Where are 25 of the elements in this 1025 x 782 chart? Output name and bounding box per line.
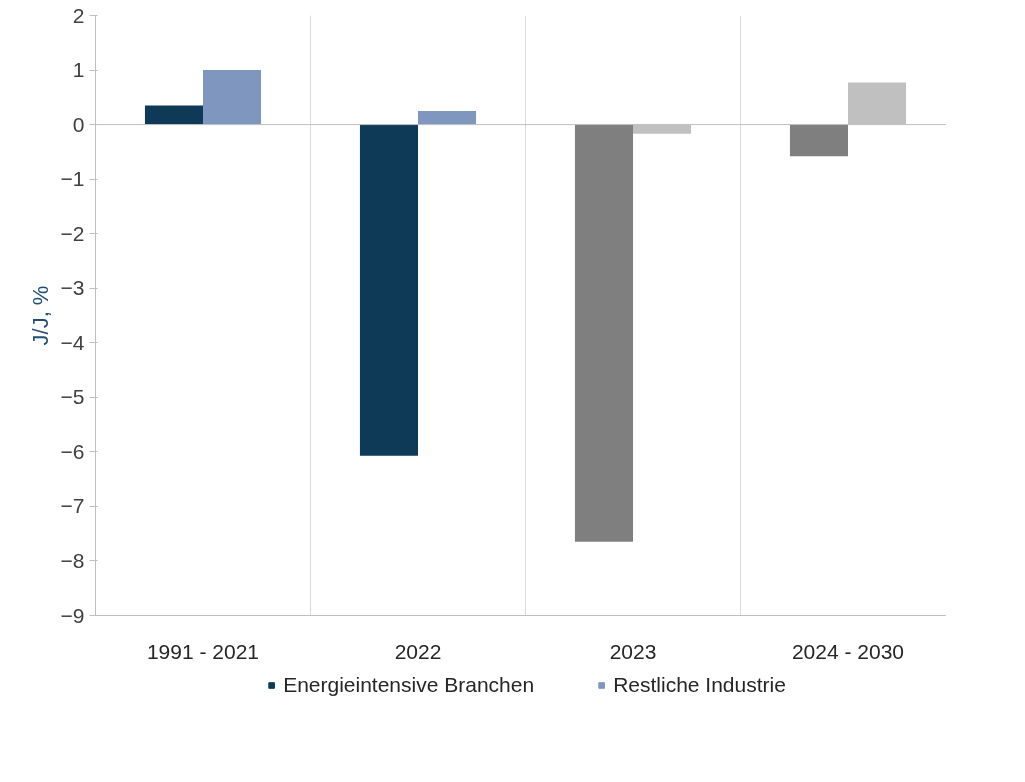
bar xyxy=(574,124,633,542)
bar xyxy=(203,70,262,125)
bar xyxy=(144,105,203,125)
bar xyxy=(789,124,848,157)
bar xyxy=(418,110,477,125)
y-tick-label: −2 xyxy=(60,221,85,245)
y-tick-label: −9 xyxy=(60,603,85,627)
x-tick-label: 2022 xyxy=(394,639,442,663)
y-tick-label: 1 xyxy=(72,58,85,82)
y-tick-label: −1 xyxy=(60,167,85,191)
y-tick-label: 0 xyxy=(72,112,85,136)
y-tick-label: −5 xyxy=(60,385,85,409)
y-tick-label: −7 xyxy=(60,494,85,518)
y-axis-title: J/J, % xyxy=(27,285,53,346)
bar xyxy=(359,124,418,456)
x-tick-label: 2024 - 2030 xyxy=(791,639,905,663)
y-tick-label: −4 xyxy=(60,330,85,354)
y-tick-label: −8 xyxy=(60,548,85,572)
y-tick-label: −3 xyxy=(60,276,85,300)
legend-label: Energieintensive Branchen xyxy=(283,673,535,697)
y-tick-label: −6 xyxy=(60,439,85,463)
legend-label: Restliche Industrie xyxy=(613,673,786,697)
y-tick-label: 2 xyxy=(72,3,85,27)
x-tick-label: 2023 xyxy=(609,639,657,663)
x-tick-label: 1991 - 2021 xyxy=(146,639,260,663)
